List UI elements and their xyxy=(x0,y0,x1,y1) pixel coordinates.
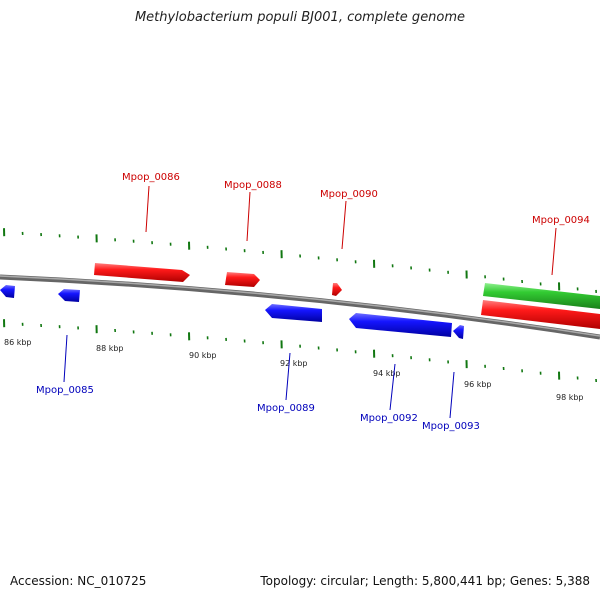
outer-tick-marks xyxy=(3,228,597,293)
gene-label[interactable]: Mpop_0090 xyxy=(320,189,378,200)
scale-label: 94 kbp xyxy=(373,369,401,378)
gene-label[interactable]: Mpop_0094 xyxy=(532,215,590,226)
gene-feature[interactable] xyxy=(0,285,15,298)
gene-label[interactable]: Mpop_0085 xyxy=(36,385,94,396)
gene-label[interactable]: Mpop_0093 xyxy=(422,421,480,432)
scale-labels: 86 kbp 88 kbp 90 kbp 92 kbp 94 kbp 96 kb… xyxy=(4,338,584,402)
inner-tick-marks xyxy=(3,319,597,383)
scale-label: 90 kbp xyxy=(189,351,217,360)
map-title: Methylobacterium populi BJ001, complete … xyxy=(134,10,466,25)
gene-label[interactable]: Mpop_0092 xyxy=(360,413,418,424)
gene-feature[interactable] xyxy=(58,289,80,302)
gene-label[interactable]: Mpop_0089 xyxy=(257,403,315,414)
gene-feature[interactable] xyxy=(349,313,452,337)
forward-gene-labels: Mpop_0086 Mpop_0088 Mpop_0090 Mpop_0094 xyxy=(122,172,590,276)
gene-feature[interactable] xyxy=(225,272,260,287)
scale-label: 98 kbp xyxy=(556,393,584,402)
gene-feature[interactable] xyxy=(332,283,342,296)
gene-label[interactable]: Mpop_0088 xyxy=(224,180,282,191)
scale-label: 88 kbp xyxy=(96,344,124,353)
gene-feature[interactable] xyxy=(453,325,464,339)
scale-label: 92 kbp xyxy=(280,359,308,368)
gene-label[interactable]: Mpop_0086 xyxy=(122,172,180,183)
forward-strand-genes xyxy=(94,263,600,329)
genome-summary-text: Topology: circular; Length: 5,800,441 bp… xyxy=(260,574,590,588)
reverse-gene-labels: Mpop_0085 Mpop_0089 Mpop_0092 Mpop_0093 xyxy=(36,334,480,432)
scale-label: 96 kbp xyxy=(464,380,492,389)
backbone xyxy=(0,274,600,340)
gene-feature[interactable] xyxy=(481,300,600,329)
scale-label: 86 kbp xyxy=(4,338,32,347)
gene-feature[interactable] xyxy=(265,304,322,322)
gene-feature[interactable] xyxy=(94,263,190,282)
reverse-strand-genes xyxy=(0,285,464,339)
rna-feature[interactable] xyxy=(483,283,600,309)
accession-text: Accession: NC_010725 xyxy=(10,574,147,588)
